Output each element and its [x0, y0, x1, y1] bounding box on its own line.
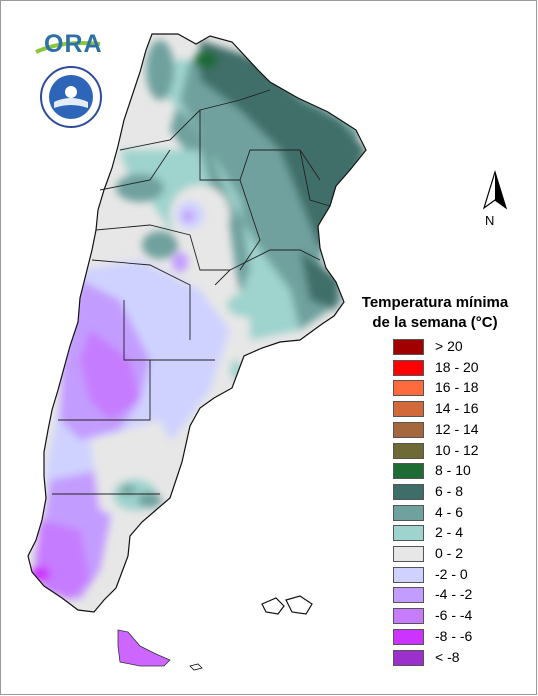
legend-label: > 20 — [435, 338, 463, 354]
legend-item: 16 - 18 — [393, 378, 533, 398]
legend-swatch — [393, 380, 424, 397]
legend-swatch — [393, 608, 424, 625]
legend-swatch — [393, 504, 424, 521]
legend-swatch — [393, 463, 424, 480]
legend-label: -2 - 0 — [435, 565, 468, 582]
legend-swatch — [393, 339, 424, 355]
legend-swatch — [393, 442, 424, 459]
legend-item: -2 - 0 — [393, 565, 533, 585]
legend-item: 14 - 16 — [393, 399, 533, 419]
legend-item: -6 - -4 — [393, 606, 533, 626]
legend-label: 10 - 12 — [435, 441, 479, 458]
legend-item: 2 - 4 — [393, 523, 533, 543]
legend-swatch — [393, 421, 424, 438]
legend-label: 14 - 16 — [435, 400, 479, 417]
legend-swatch — [393, 628, 424, 645]
north-label: N — [485, 213, 495, 228]
legend-label: -4 - -2 — [435, 586, 473, 603]
legend-item: 10 - 12 — [393, 441, 533, 461]
legend-swatch — [393, 649, 424, 666]
legend-swatch — [393, 546, 424, 562]
legend-label: 2 - 4 — [435, 524, 464, 541]
legend-label: < -8 — [435, 648, 460, 665]
legend-swatch — [393, 525, 424, 542]
legend-title-line1: Temperatura mínima — [361, 294, 509, 311]
legend-item: 6 - 8 — [393, 482, 533, 502]
legend-item: 4 - 6 — [393, 503, 533, 523]
legend-swatch — [393, 566, 424, 583]
legend-item: -4 - -2 — [393, 585, 533, 605]
legend-label: 16 - 18 — [435, 379, 479, 396]
legend-swatch — [393, 483, 424, 500]
legend-item: 12 - 14 — [393, 420, 533, 440]
legend-item: 18 - 20 — [393, 358, 533, 378]
legend-label: 8 - 10 — [435, 462, 471, 479]
legend-item: 0 - 2 — [393, 544, 533, 564]
ora-logo-text: ORA — [44, 30, 103, 58]
legend-item: > 20 — [393, 337, 533, 357]
north-arrow-icon — [482, 169, 508, 210]
legend-item: < -8 — [393, 648, 533, 668]
legend-swatch — [393, 401, 424, 418]
legend-item: -8 - -6 — [393, 627, 533, 647]
legend-label: 4 - 6 — [435, 503, 464, 520]
legend-label: 18 - 20 — [435, 358, 479, 375]
legend-label: -8 - -6 — [435, 627, 473, 644]
legend-label: 6 - 8 — [435, 482, 464, 499]
legend-label: 12 - 14 — [435, 420, 479, 437]
legend-title-line2: de la semana (°C) — [372, 314, 498, 331]
ora-logo — [35, 41, 101, 54]
legend-title: Temperatura mínima de la semana (°C) — [340, 293, 530, 333]
agency-seal-icon — [40, 66, 102, 128]
legend-swatch — [393, 359, 424, 376]
legend-label: -6 - -4 — [435, 607, 473, 624]
legend-label: 0 - 2 — [435, 545, 464, 561]
legend-item: 8 - 10 — [393, 461, 533, 481]
legend-swatch — [393, 587, 424, 604]
